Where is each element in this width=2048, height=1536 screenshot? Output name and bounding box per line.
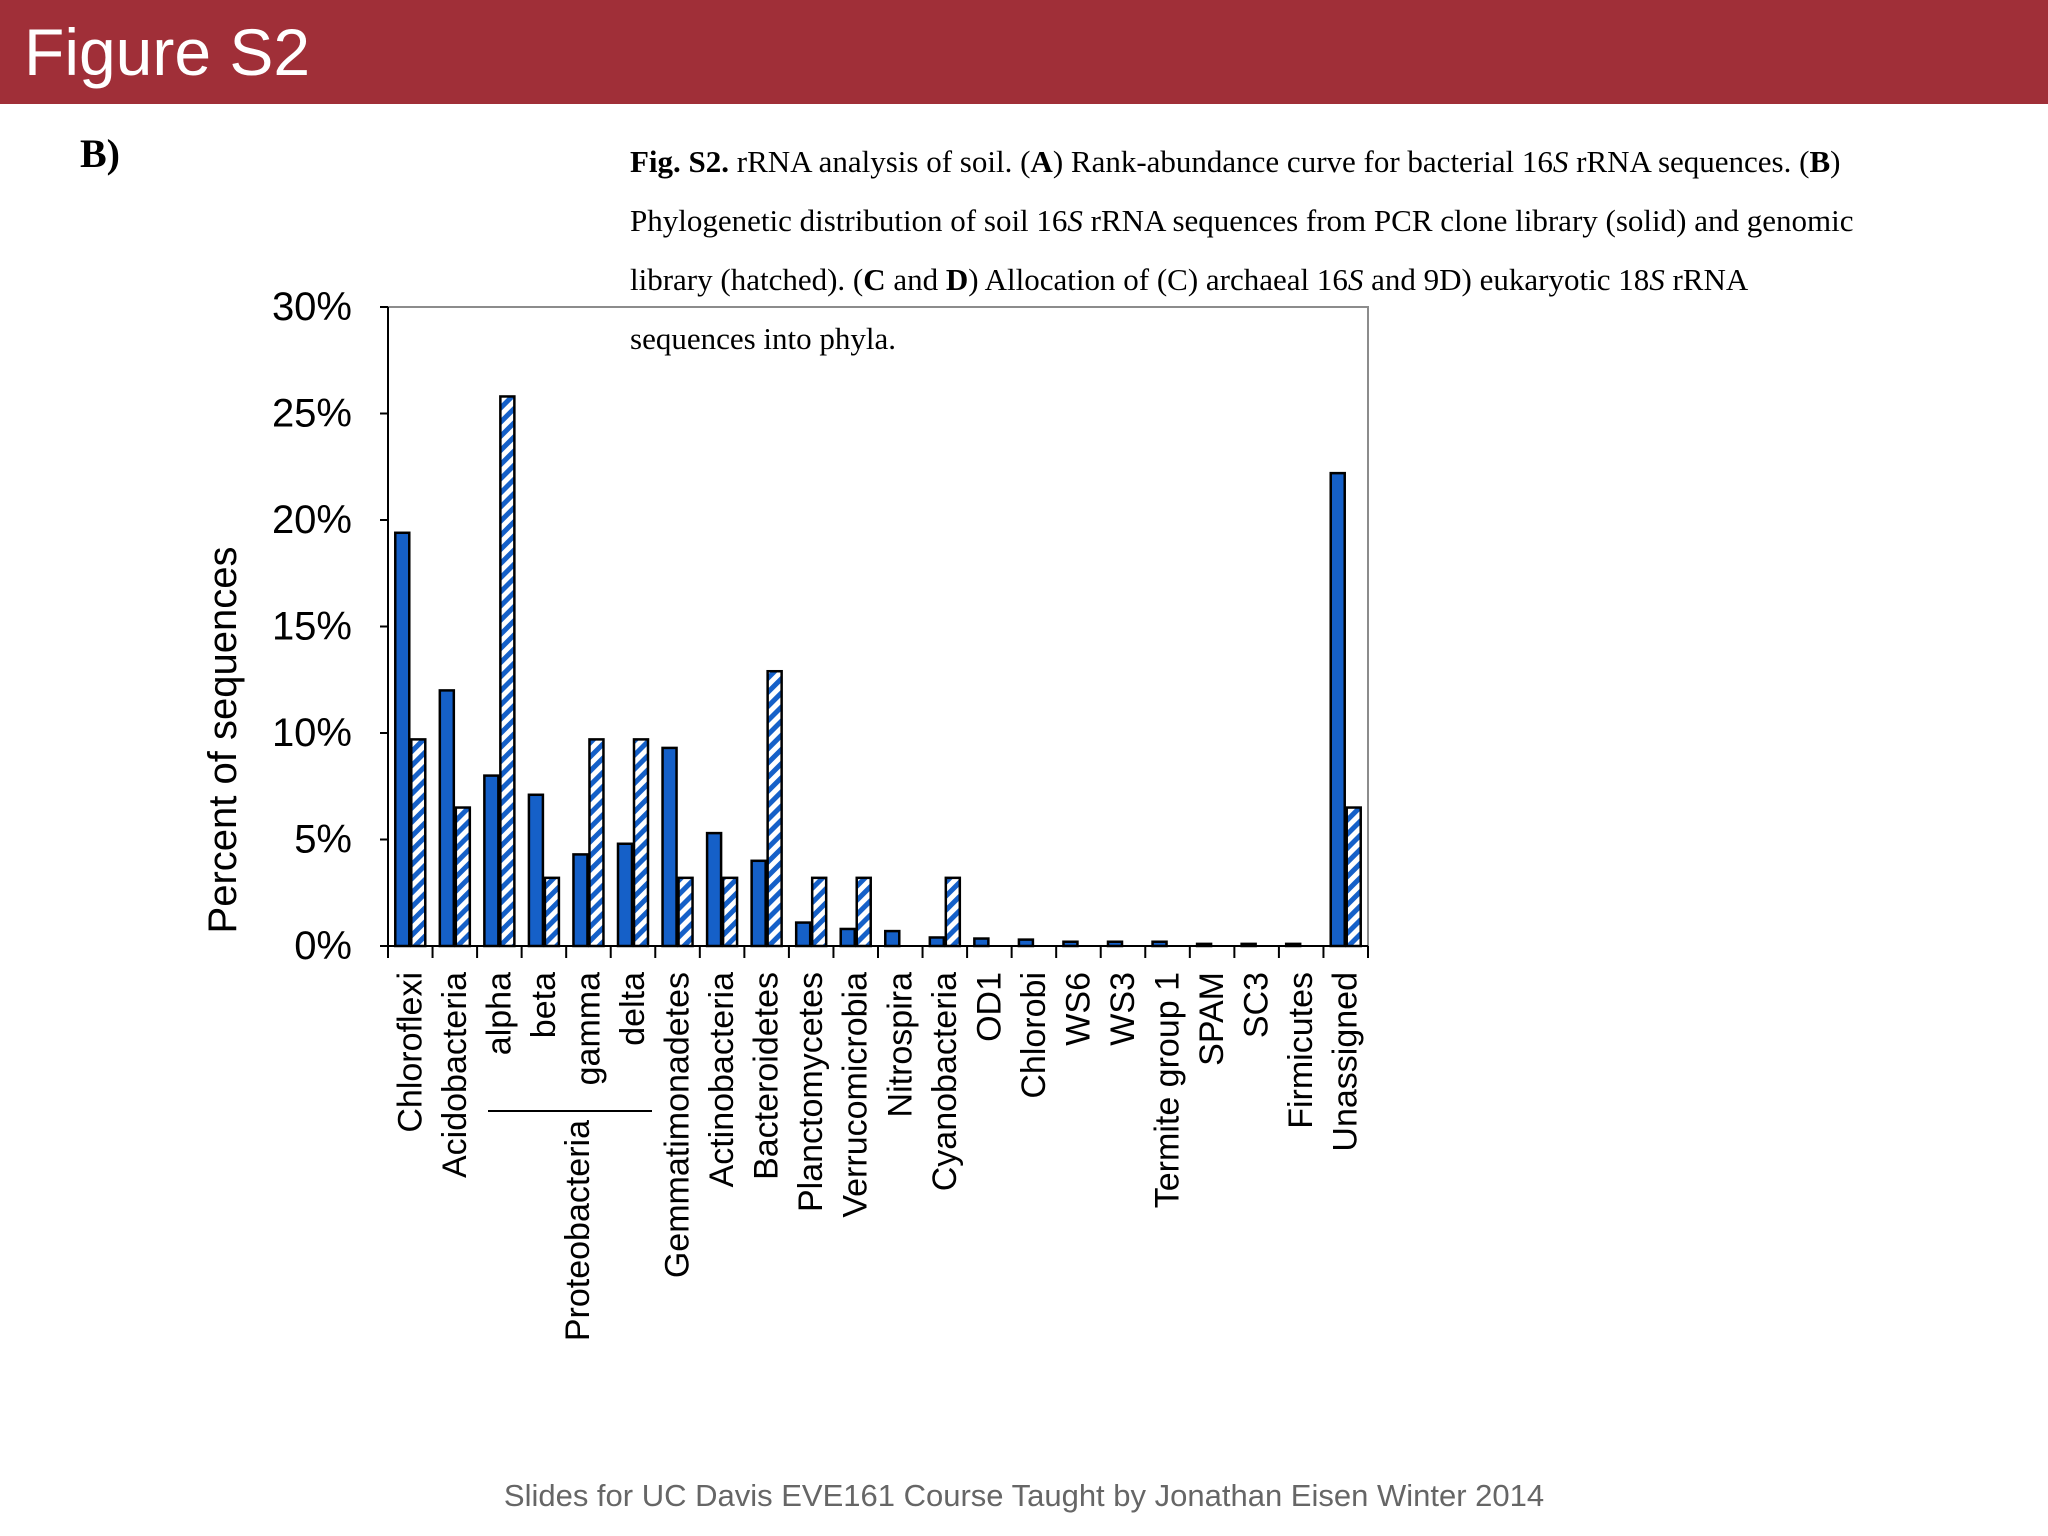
- y-tick-label: 5%: [294, 818, 352, 862]
- y-tick-label: 15%: [272, 605, 352, 649]
- x-tick-label: Termite group 1: [1149, 972, 1187, 1208]
- bar-hatched: [543, 876, 561, 948]
- x-tick-label: Nitrospira: [881, 972, 919, 1118]
- x-tick-label: SPAM: [1193, 972, 1231, 1066]
- slide-footer: Slides for UC Davis EVE161 Course Taught…: [503, 1478, 1545, 1513]
- bar-solid: [1151, 940, 1168, 948]
- x-tick-label: WS6: [1059, 972, 1097, 1046]
- bar-solid: [1240, 942, 1257, 948]
- x-tick-label: Unassigned: [1327, 972, 1365, 1152]
- bar-solid: [616, 842, 634, 948]
- bar-solid: [1106, 940, 1124, 948]
- caption-text: ) Allocation of (C) archaeal 16: [968, 262, 1348, 297]
- y-axis-label: Percent of sequences: [201, 547, 245, 934]
- x-tick-label: SC3: [1238, 972, 1276, 1038]
- bar-solid: [527, 793, 545, 948]
- panel-label: B): [80, 131, 120, 176]
- bar-solid: [973, 937, 990, 948]
- bar-solid: [438, 689, 456, 948]
- bar-hatched: [721, 876, 739, 948]
- bar-solid: [1017, 938, 1035, 948]
- bar-hatched: [855, 876, 872, 948]
- x-tick-label: beta: [525, 972, 563, 1038]
- bar-solid: [661, 746, 678, 948]
- bar-solid: [884, 929, 901, 948]
- y-tick-label: 30%: [272, 285, 352, 329]
- caption-italic: S: [1649, 262, 1665, 297]
- y-tick-label: 0%: [294, 924, 352, 968]
- bar-hatched: [1345, 806, 1362, 948]
- x-tick-label: WS3: [1104, 972, 1142, 1046]
- bar-hatched: [499, 395, 516, 948]
- bar-solid: [483, 774, 500, 948]
- bar-hatched: [677, 876, 694, 948]
- bar-hatched: [632, 738, 650, 948]
- bar-solid: [794, 921, 812, 948]
- title-bar: Figure S2: [0, 0, 2048, 104]
- bar-solid: [572, 853, 589, 948]
- x-tick-label: alpha: [480, 972, 518, 1055]
- caption-text: and 9D) eukaryotic 18: [1363, 262, 1650, 297]
- x-tick-label: Firmicutes: [1282, 972, 1320, 1129]
- bar-solid: [394, 531, 411, 948]
- x-tick-label: Acidobacteria: [436, 972, 474, 1178]
- bar-hatched: [766, 669, 783, 948]
- caption-italic: S: [1067, 203, 1083, 238]
- bar-solid: [750, 859, 767, 948]
- bar-solid: [1284, 942, 1302, 948]
- y-tick-label: 25%: [272, 392, 352, 436]
- slide-title: Figure S2: [24, 15, 311, 89]
- x-tick-label: Gemmatimonadetes: [659, 972, 697, 1278]
- caption-text: ) Phylogenetic distribution of soil 16: [630, 144, 1841, 238]
- x-tick-label: Chloroflexi: [391, 972, 429, 1133]
- x-tick-label: Chlorobi: [1015, 972, 1053, 1099]
- bar-solid: [928, 936, 946, 948]
- caption-text: rRNA sequences. (: [1568, 144, 1810, 179]
- bar-solid: [1329, 471, 1346, 948]
- bar-solid: [1195, 942, 1213, 948]
- bar-solid: [839, 927, 856, 948]
- caption-text: and: [885, 262, 946, 297]
- bar-hatched: [944, 876, 962, 948]
- x-tick-label: Bacteroidetes: [748, 972, 786, 1180]
- caption-text: rRNA sequences into phyla.: [630, 262, 1747, 356]
- x-tick-label: Verrucomicrobia: [837, 972, 875, 1218]
- caption-text: ) Rank-abundance curve for bacterial 16: [1052, 144, 1553, 179]
- group-label: Proteobacteria: [559, 1120, 597, 1341]
- caption-bold: D: [945, 262, 969, 297]
- bar-hatched: [410, 738, 427, 948]
- figure-caption: Fig. S2. rRNA analysis of soil. (A) Rank…: [630, 132, 1860, 368]
- bar-hatched: [810, 876, 828, 948]
- caption-bold: A: [1030, 144, 1053, 179]
- bar-hatched: [454, 806, 472, 948]
- y-tick-label: 10%: [272, 711, 352, 755]
- x-tick-label: delta: [614, 972, 652, 1046]
- x-tick-label: gamma: [569, 972, 607, 1085]
- caption-italic: S: [1552, 144, 1569, 179]
- y-tick-label: 20%: [272, 498, 352, 542]
- bar-hatched: [588, 738, 605, 948]
- bar-solid: [705, 831, 723, 948]
- caption-bold: B: [1809, 144, 1831, 179]
- x-tick-label: Cyanobacteria: [926, 972, 964, 1191]
- caption-text: rRNA analysis of soil. (: [729, 144, 1031, 179]
- caption-fig-label: Fig. S2.: [630, 144, 730, 179]
- x-tick-label: Actinobacteria: [703, 972, 741, 1188]
- x-tick-label: OD1: [970, 972, 1008, 1042]
- caption-text: rRNA sequences from PCR clone library (s…: [630, 203, 1854, 297]
- x-tick-label: Planctomycetes: [792, 972, 830, 1212]
- bar-solid: [1062, 940, 1079, 948]
- caption-italic: S: [1347, 262, 1364, 297]
- caption-bold: C: [863, 262, 886, 297]
